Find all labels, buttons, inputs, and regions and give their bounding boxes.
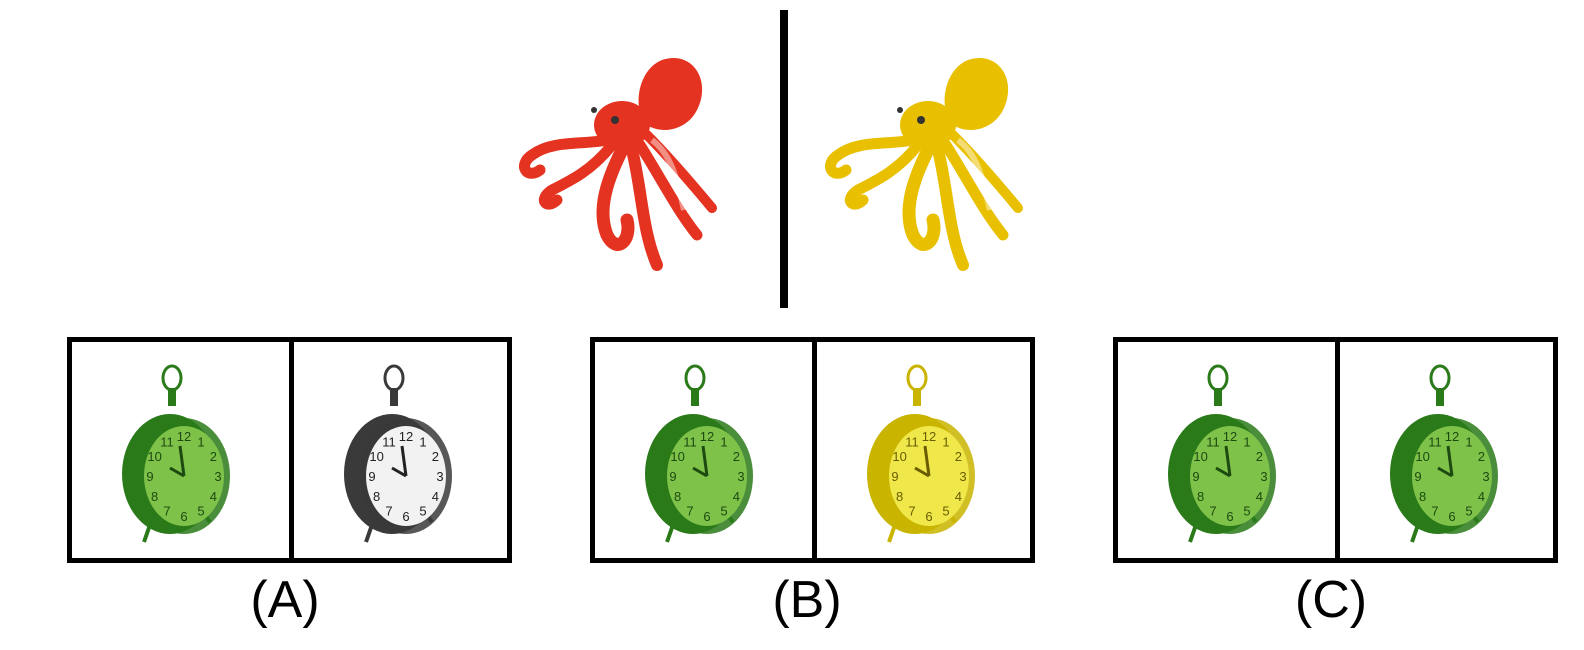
svg-text:6: 6 [180,509,187,524]
svg-text:3: 3 [214,469,221,484]
svg-text:5: 5 [419,504,426,519]
svg-text:12: 12 [700,429,714,444]
svg-text:5: 5 [720,504,727,519]
option-b-divider [812,342,817,558]
svg-text:8: 8 [674,489,681,504]
svg-text:3: 3 [737,469,744,484]
svg-text:4: 4 [1478,489,1485,504]
svg-text:10: 10 [1415,449,1429,464]
svg-text:4: 4 [733,489,740,504]
center-divider [780,10,788,308]
svg-text:8: 8 [1197,489,1204,504]
svg-text:8: 8 [896,489,903,504]
svg-text:2: 2 [1256,449,1263,464]
option-c-label: (C) [1294,571,1368,629]
svg-text:2: 2 [955,449,962,464]
svg-text:1: 1 [197,434,204,449]
svg-text:3: 3 [436,469,443,484]
svg-text:7: 7 [1209,504,1216,519]
option-a-divider [289,342,294,558]
octopus-red-image [519,58,717,271]
svg-text:10: 10 [892,449,906,464]
svg-text:9: 9 [669,469,676,484]
svg-text:3: 3 [959,469,966,484]
svg-text:4: 4 [210,489,217,504]
svg-text:7: 7 [163,504,170,519]
octopus-yellow-image [825,58,1023,271]
svg-text:6: 6 [703,509,710,524]
svg-text:4: 4 [955,489,962,504]
option-c-divider [1335,342,1340,558]
svg-text:7: 7 [385,504,392,519]
svg-text:9: 9 [368,469,375,484]
svg-text:12: 12 [922,429,936,444]
svg-text:3: 3 [1482,469,1489,484]
svg-text:5: 5 [942,504,949,519]
svg-text:9: 9 [891,469,898,484]
svg-text:11: 11 [160,434,174,449]
svg-text:7: 7 [1431,504,1438,519]
svg-text:10: 10 [1193,449,1207,464]
svg-text:11: 11 [382,434,396,449]
svg-text:1: 1 [720,434,727,449]
svg-text:4: 4 [1256,489,1263,504]
svg-text:5: 5 [1465,504,1472,519]
svg-text:12: 12 [1445,429,1459,444]
svg-text:8: 8 [373,489,380,504]
svg-text:3: 3 [1260,469,1267,484]
svg-text:5: 5 [197,504,204,519]
svg-text:9: 9 [1414,469,1421,484]
svg-text:6: 6 [925,509,932,524]
svg-text:12: 12 [177,429,191,444]
svg-text:6: 6 [1448,509,1455,524]
svg-text:7: 7 [686,504,693,519]
svg-text:12: 12 [1223,429,1237,444]
svg-text:10: 10 [147,449,161,464]
svg-text:9: 9 [1192,469,1199,484]
option-a-box[interactable]: 1 2 3 4 5 6 7 8 9 10 11 12 1 2 3 4 5 6 7 8 9 10 11 12 [67,337,512,563]
svg-text:2: 2 [210,449,217,464]
svg-text:11: 11 [683,434,697,449]
svg-text:8: 8 [1419,489,1426,504]
svg-text:10: 10 [670,449,684,464]
svg-text:2: 2 [733,449,740,464]
option-c-box[interactable]: 1 2 3 4 5 6 7 8 9 10 11 12 1 2 3 4 5 6 7 8 9 10 11 12 [1113,337,1558,563]
svg-text:1: 1 [1243,434,1250,449]
svg-text:2: 2 [1478,449,1485,464]
option-b-box[interactable]: 1 2 3 4 5 6 7 8 9 10 11 12 1 2 3 4 5 6 7 8 9 10 11 12 [590,337,1035,563]
svg-text:10: 10 [369,449,383,464]
svg-text:12: 12 [399,429,413,444]
svg-text:5: 5 [1243,504,1250,519]
option-b-label: (B) [772,571,842,629]
svg-text:9: 9 [146,469,153,484]
svg-text:6: 6 [1226,509,1233,524]
svg-text:11: 11 [1428,434,1442,449]
svg-text:1: 1 [942,434,949,449]
svg-text:4: 4 [432,489,439,504]
svg-text:2: 2 [432,449,439,464]
svg-text:6: 6 [402,509,409,524]
svg-text:11: 11 [1206,434,1220,449]
svg-text:1: 1 [1465,434,1472,449]
svg-text:7: 7 [908,504,915,519]
svg-text:8: 8 [151,489,158,504]
svg-text:1: 1 [419,434,426,449]
option-a-label: (A) [250,571,320,629]
svg-text:11: 11 [905,434,919,449]
